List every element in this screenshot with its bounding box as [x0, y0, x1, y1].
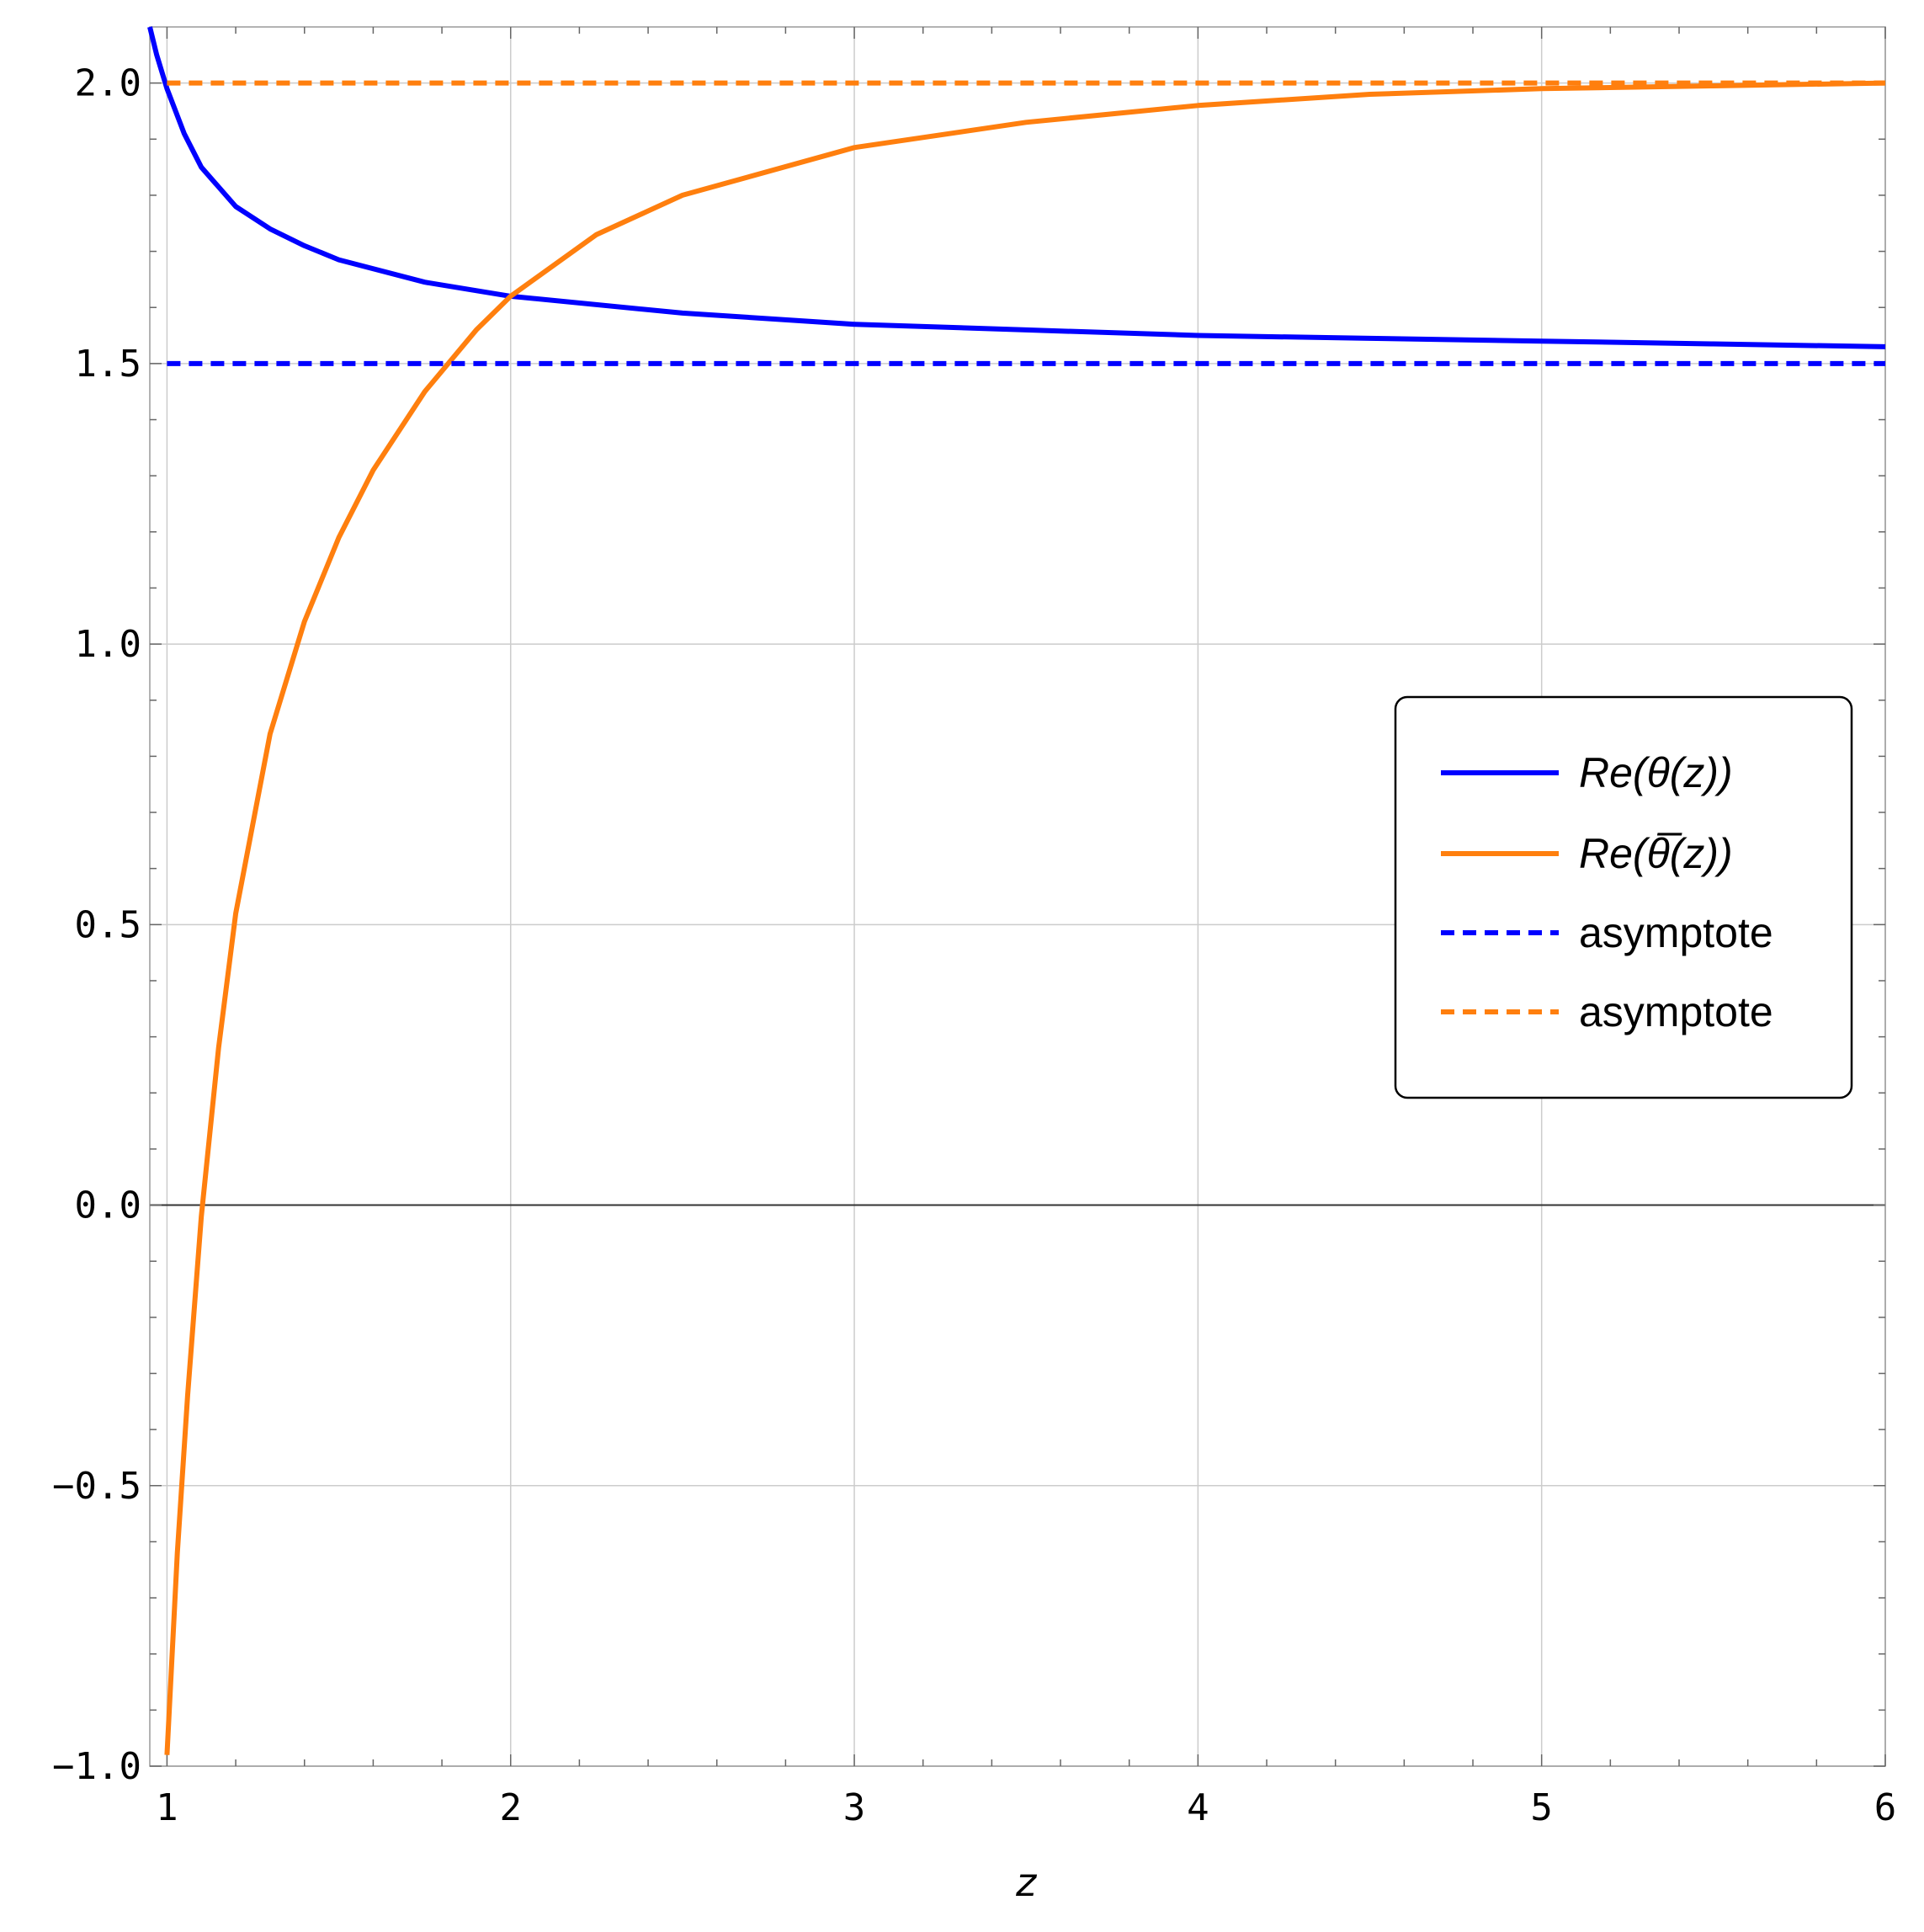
y-tick-label: 0.5	[75, 903, 141, 946]
x-axis-title: z	[1015, 1860, 1037, 1905]
y-tick-label: 0.0	[75, 1184, 141, 1227]
x-tick-label: 2	[499, 1786, 522, 1829]
legend-label-1: Re(θ̅(z))	[1579, 830, 1733, 877]
plot-frame	[149, 26, 1886, 1767]
legend-box	[1394, 695, 1853, 1099]
legend-label-2: asymptote	[1579, 909, 1773, 956]
y-tick-label: 2.0	[75, 62, 141, 105]
legend-label-3: asymptote	[1579, 988, 1773, 1035]
plot-frame-rect	[149, 26, 1886, 1767]
legend: Re(θ(z)) Re(θ̅(z)) asymptote asymptote	[1394, 695, 1853, 1099]
x-tick-label: 4	[1187, 1786, 1209, 1829]
x-tick-label: 1	[156, 1786, 178, 1829]
series-layer	[147, 26, 1886, 1755]
y-tick-label: −1.0	[52, 1745, 141, 1788]
axis-layer: 1 2 3 4 5 6 −1.0 −0.5 0.0 0.5 1.0 1.5 2.0 z	[52, 62, 1896, 1905]
x-tick-label: 6	[1874, 1786, 1897, 1829]
series-line-1	[164, 80, 1886, 1755]
y-tick-label: 1.5	[75, 343, 141, 386]
y-tick-label: 1.0	[75, 623, 141, 666]
series-line-0	[147, 26, 1886, 349]
legend-label-0: Re(θ(z))	[1579, 749, 1733, 796]
x-tick-label: 3	[843, 1786, 866, 1829]
x-tick-label: 5	[1530, 1786, 1553, 1829]
y-tick-label: −0.5	[52, 1465, 141, 1508]
